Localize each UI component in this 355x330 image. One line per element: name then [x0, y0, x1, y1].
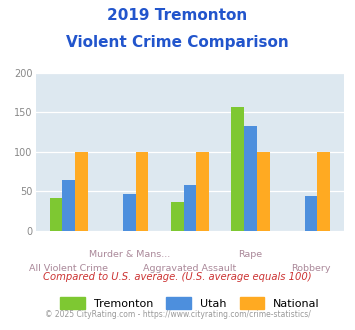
Text: © 2025 CityRating.com - https://www.cityrating.com/crime-statistics/: © 2025 CityRating.com - https://www.city… — [45, 310, 310, 319]
Bar — [184, 185, 196, 231]
Bar — [123, 194, 136, 231]
Text: Rape: Rape — [239, 250, 263, 259]
Text: 2019 Tremonton: 2019 Tremonton — [107, 8, 248, 23]
Text: Murder & Mans...: Murder & Mans... — [89, 250, 170, 259]
Bar — [257, 152, 269, 231]
Bar — [305, 196, 317, 231]
Bar — [244, 126, 257, 231]
Bar — [231, 107, 244, 231]
Bar — [75, 152, 88, 231]
Text: Compared to U.S. average. (U.S. average equals 100): Compared to U.S. average. (U.S. average … — [43, 272, 312, 282]
Bar — [196, 152, 209, 231]
Bar — [171, 203, 184, 231]
Text: Violent Crime Comparison: Violent Crime Comparison — [66, 35, 289, 50]
Text: Aggravated Assault: Aggravated Assault — [143, 264, 236, 273]
Bar — [50, 198, 62, 231]
Text: All Violent Crime: All Violent Crime — [29, 264, 108, 273]
Legend: Tremonton, Utah, National: Tremonton, Utah, National — [60, 297, 320, 309]
Text: Robbery: Robbery — [291, 264, 331, 273]
Bar — [136, 152, 148, 231]
Bar — [317, 152, 330, 231]
Bar — [62, 180, 75, 231]
